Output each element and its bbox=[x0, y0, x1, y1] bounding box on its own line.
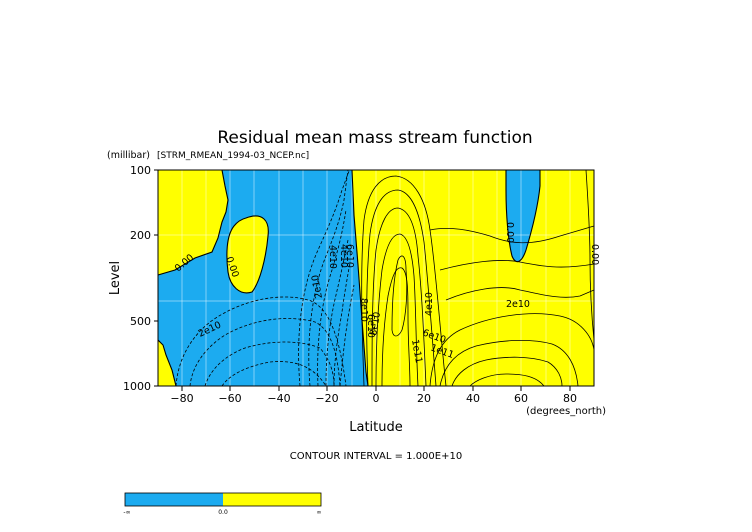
x-tick-label: 80 bbox=[563, 392, 577, 405]
y-tick-label: 100 bbox=[130, 164, 151, 177]
grid-lines bbox=[158, 170, 594, 386]
zero-contours bbox=[157, 169, 541, 387]
x-tick-label: 20 bbox=[417, 392, 431, 405]
y-tick-label: 500 bbox=[130, 315, 151, 328]
colorbar-negative-swatch bbox=[125, 493, 223, 506]
x-unit-label: (degrees_north) bbox=[526, 406, 606, 417]
x-tick-label: −80 bbox=[170, 392, 193, 405]
contour-label: 8e10 bbox=[368, 311, 383, 337]
contour-label: 6e10 bbox=[344, 244, 355, 268]
y-unit-label: (millibar) bbox=[107, 150, 150, 161]
x-tick-label: −20 bbox=[315, 392, 338, 405]
colorbar-frame bbox=[124, 492, 322, 507]
chart-title: Residual mean mass stream function bbox=[217, 128, 532, 148]
colorbar: -∞ 0.0 ∞ bbox=[123, 492, 322, 516]
y-axis: 100 200 500 1000 Level bbox=[108, 164, 158, 393]
contour-label: 2e10 bbox=[310, 274, 325, 300]
x-axis-label: Latitude bbox=[349, 420, 403, 435]
colorbar-label-zero: 0.0 bbox=[218, 509, 228, 516]
y-tick-label: 200 bbox=[130, 229, 151, 242]
colorbar-label-max: ∞ bbox=[317, 509, 322, 516]
x-tick-label: 0 bbox=[373, 392, 380, 405]
y-tick-label: 1000 bbox=[123, 380, 151, 393]
contour-label: 8e10 bbox=[358, 298, 369, 322]
y-axis-label: Level bbox=[108, 261, 123, 295]
contour-label: 2e10 bbox=[506, 299, 530, 310]
x-axis: −80 −60 −40 −20 0 20 40 60 80 (degrees_n… bbox=[170, 386, 606, 435]
contour-label: 6e10 bbox=[365, 314, 376, 338]
colorbar-positive-swatch bbox=[223, 493, 321, 506]
x-tick-label: −60 bbox=[218, 392, 241, 405]
plot-area: 0.00 0.00 0.00 0.00 2e10 2e10 4e10 4e10 … bbox=[157, 169, 600, 387]
negative-region-main bbox=[158, 170, 368, 386]
x-tick-label: 60 bbox=[514, 392, 528, 405]
yellow-island bbox=[226, 216, 269, 293]
positive-contours bbox=[361, 169, 595, 387]
contour-label: 1e11 bbox=[409, 339, 424, 365]
negative-contours bbox=[175, 169, 355, 387]
x-tick-label: 40 bbox=[466, 392, 480, 405]
contour-label: 4e10 bbox=[338, 244, 349, 268]
x-tick-label: −40 bbox=[267, 392, 290, 405]
contour-label: 0.00 bbox=[504, 222, 515, 243]
colorbar-label-min: -∞ bbox=[123, 509, 130, 516]
chart-subtitle: [STRM_RMEAN_1994-03_NCEP.nc] bbox=[157, 151, 309, 161]
contour-interval-text: CONTOUR INTERVAL = 1.000E+10 bbox=[290, 451, 462, 462]
contour-label: 4e10 bbox=[327, 245, 338, 269]
contour-label: 4e10 bbox=[424, 292, 435, 316]
negative-region-northern bbox=[506, 170, 540, 262]
